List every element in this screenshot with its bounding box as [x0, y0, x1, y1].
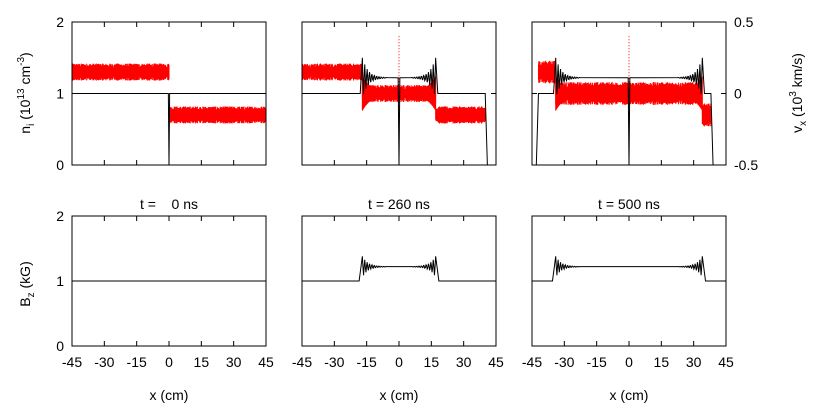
panel-1: 0 1 2 t = 0 ns -45 -30 -15 0 15 30 45 0 1 2 x (cm) — [56, 14, 274, 403]
ylabel-field-rest: (kG) — [17, 261, 33, 292]
xtick-label-3-4: 0 — [625, 354, 633, 370]
ylabel-velocity-sup: 3 — [788, 91, 799, 97]
time-label-3: t = 500 ns — [598, 196, 660, 212]
xtick-label-2-2: -30 — [324, 354, 344, 370]
ylabel-density-rest1: (10 — [17, 99, 33, 123]
xtick-label-3-2: -30 — [554, 354, 574, 370]
velocity-oscillation-3-2 — [675, 76, 703, 111]
xtick-label-3-5: 15 — [654, 354, 670, 370]
density-series-1 — [72, 93, 266, 165]
xtick-label-2-1: -45 — [292, 354, 312, 370]
ylabel-field-sub: z — [26, 292, 37, 297]
xtick-label-3-6: 30 — [686, 354, 702, 370]
velocity-oscillation-2-1 — [361, 76, 390, 111]
panel-3: -0.5 0 0.5 t = 500 ns -45 -30 -15 0 15 30 45 x (cm) — [522, 14, 758, 403]
ylabel-density-rest3: ) — [17, 52, 33, 57]
xtick-label-1-6: 30 — [226, 354, 242, 370]
ylabel-density-sup2: -3 — [16, 57, 27, 66]
velocity-series-2-1 — [302, 63, 363, 81]
velocity-oscillation-2-2 — [408, 76, 437, 111]
xlabel-1: x (cm) — [150, 387, 189, 403]
ylabel-velocity-rest1: (10 — [789, 97, 805, 121]
density-ytick-label-3: 2 — [56, 14, 64, 30]
bottom-frame-3 — [531, 215, 727, 347]
xtick-label-2-4: 0 — [395, 354, 403, 370]
ylabel-velocity: vx (103 km/s) — [788, 53, 809, 133]
ylabel-velocity-rest2: km/s) — [789, 53, 805, 91]
field-ytick-label-1: 0 — [56, 338, 64, 354]
time-label-2: t = 260 ns — [368, 196, 430, 212]
velocity-series-2-3 — [435, 106, 486, 124]
velocity-series-3-3 — [701, 103, 712, 127]
xtick-label-3-1: -45 — [522, 354, 542, 370]
velocity-ytick-label-2: 0 — [734, 86, 742, 102]
ylabel-density-rest2: cm — [17, 66, 33, 89]
xtick-label-2-7: 45 — [488, 354, 504, 370]
xtick-label-1-3: -15 — [127, 354, 147, 370]
xtick-label-2-5: 15 — [424, 354, 440, 370]
field-series-2 — [302, 256, 496, 282]
velocity-ytick-label-3: 0.5 — [734, 14, 754, 30]
xtick-label-3-7: 45 — [718, 354, 734, 370]
xtick-label-2-6: 30 — [456, 354, 472, 370]
ylabel-velocity-base: v — [789, 126, 805, 133]
density-series-2 — [302, 57, 488, 165]
velocity-series-1-1 — [72, 63, 170, 81]
panel-2: t = 260 ns -45 -30 -15 0 15 30 45 x (cm) — [292, 21, 504, 403]
density-ytick-label-2: 1 — [56, 86, 64, 102]
velocity-series-3-1 — [537, 60, 557, 84]
ylabel-velocity-sub: x — [798, 121, 809, 126]
field-series-3 — [532, 256, 726, 282]
xtick-label-1-4: 0 — [165, 354, 173, 370]
xtick-label-1-7: 45 — [258, 354, 274, 370]
velocity-oscillation-3-1 — [555, 76, 583, 111]
xtick-label-1-2: -30 — [94, 354, 114, 370]
ylabel-field: Bz (kG) — [17, 261, 37, 306]
top-plot-area-2 — [302, 36, 488, 165]
xtick-label-2-3: -15 — [357, 354, 377, 370]
ylabel-density-sub: i — [26, 124, 37, 126]
ylabel-field-base: B — [17, 297, 33, 306]
xtick-label-1-1: -45 — [62, 354, 82, 370]
xlabel-3: x (cm) — [610, 387, 649, 403]
time-label-1: t = 0 ns — [140, 196, 198, 212]
xtick-label-3-3: -15 — [587, 354, 607, 370]
top-plot-area-1 — [72, 63, 266, 165]
velocity-series-1-2 — [168, 106, 266, 124]
ylabel-density-base: n — [17, 126, 33, 134]
ylabel-density-sup: 13 — [16, 88, 27, 100]
top-plot-area-3 — [535, 36, 714, 165]
ylabel-density: ni (1013 cm-3) — [16, 52, 37, 133]
field-ytick-label-2: 1 — [56, 273, 64, 289]
xtick-label-1-5: 15 — [194, 354, 210, 370]
xlabel-2: x (cm) — [380, 387, 419, 403]
field-ytick-label-3: 2 — [56, 208, 64, 224]
density-series-3 — [535, 57, 714, 165]
velocity-ytick-label-1: -0.5 — [734, 157, 758, 173]
density-ytick-label-1: 0 — [56, 157, 64, 173]
